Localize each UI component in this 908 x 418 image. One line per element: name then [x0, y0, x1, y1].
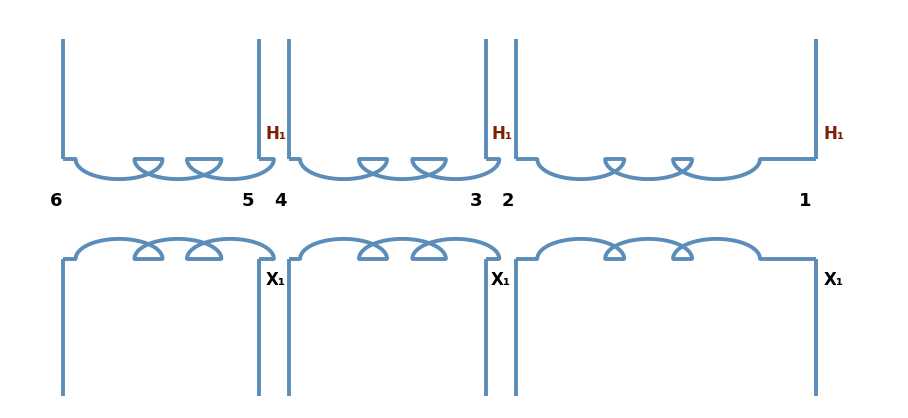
Text: H₁: H₁: [824, 125, 844, 143]
Text: 5: 5: [242, 192, 254, 210]
Text: 2: 2: [502, 192, 515, 210]
Text: X₁: X₁: [491, 270, 511, 288]
Text: 1: 1: [799, 192, 812, 210]
Text: H₁: H₁: [266, 125, 287, 143]
Text: H₁: H₁: [491, 125, 512, 143]
Text: X₁: X₁: [824, 270, 844, 288]
Text: 4: 4: [274, 192, 286, 210]
Text: 3: 3: [469, 192, 482, 210]
Text: X₁: X₁: [266, 270, 286, 288]
Text: 6: 6: [49, 192, 62, 210]
